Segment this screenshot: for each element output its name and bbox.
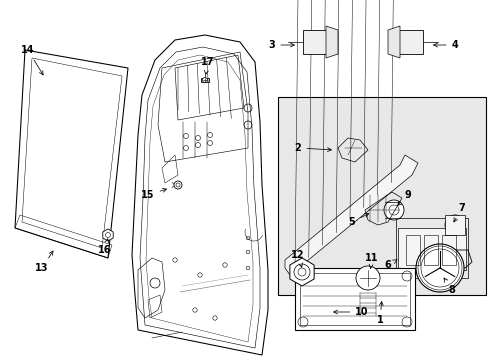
Bar	[395, 218, 467, 278]
Text: 10: 10	[333, 307, 368, 317]
Polygon shape	[303, 30, 329, 54]
Bar	[423, 235, 437, 265]
Text: 4: 4	[433, 40, 457, 50]
Polygon shape	[289, 258, 313, 286]
Text: 8: 8	[443, 278, 454, 295]
Text: 13: 13	[35, 251, 53, 273]
Polygon shape	[285, 155, 417, 275]
Circle shape	[202, 77, 207, 82]
Ellipse shape	[444, 215, 464, 235]
Text: 3: 3	[268, 40, 294, 50]
Text: 1: 1	[376, 302, 383, 325]
Circle shape	[355, 266, 379, 290]
Bar	[294, 268, 414, 330]
Text: 9: 9	[397, 190, 410, 206]
Ellipse shape	[415, 244, 463, 292]
Text: 5: 5	[348, 213, 368, 227]
Bar	[441, 235, 455, 265]
Bar	[397, 228, 465, 270]
Text: 6: 6	[384, 260, 396, 270]
Bar	[299, 273, 409, 325]
Circle shape	[383, 200, 403, 220]
Bar	[444, 215, 464, 235]
Bar	[278, 97, 485, 295]
Polygon shape	[387, 26, 399, 58]
Polygon shape	[102, 229, 113, 241]
Text: 11: 11	[365, 253, 378, 269]
Text: 12: 12	[291, 250, 304, 267]
Circle shape	[174, 181, 182, 189]
Polygon shape	[395, 30, 422, 54]
Text: 2: 2	[294, 143, 331, 153]
Text: 16: 16	[98, 239, 112, 255]
Text: 14: 14	[21, 45, 43, 75]
Polygon shape	[325, 26, 337, 58]
Bar	[405, 235, 419, 265]
Text: 7: 7	[453, 203, 465, 222]
Text: 15: 15	[141, 188, 166, 200]
Text: 17: 17	[201, 57, 214, 75]
